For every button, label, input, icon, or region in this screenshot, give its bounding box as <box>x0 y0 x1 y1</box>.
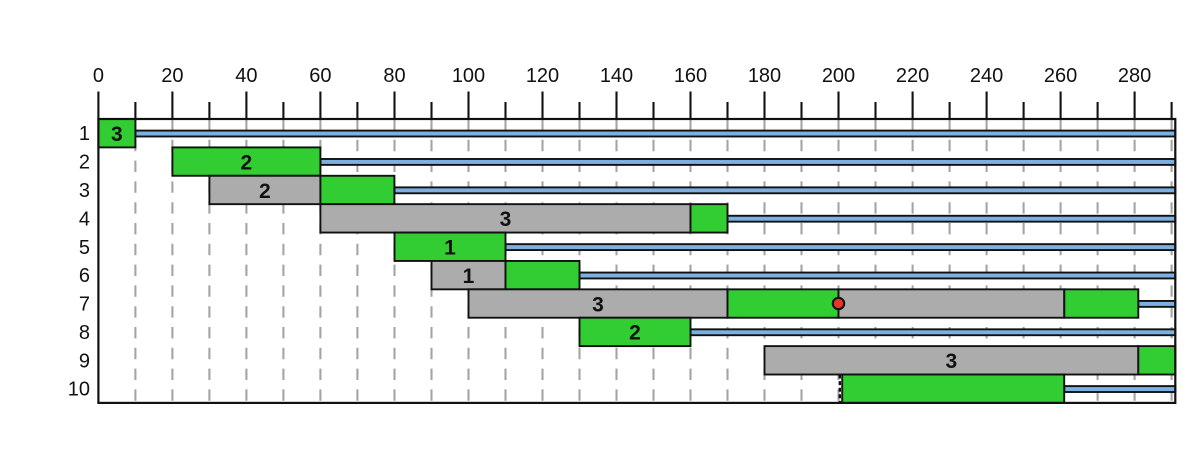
svg-text:280: 280 <box>1118 65 1151 87</box>
svg-text:20: 20 <box>161 65 183 87</box>
svg-text:3: 3 <box>79 180 90 202</box>
svg-text:2: 2 <box>259 180 271 203</box>
svg-text:160: 160 <box>674 65 707 87</box>
svg-text:40: 40 <box>235 65 257 87</box>
svg-text:2: 2 <box>629 322 641 345</box>
svg-text:100: 100 <box>452 65 485 87</box>
svg-text:260: 260 <box>1044 65 1077 87</box>
svg-text:2: 2 <box>241 151 253 174</box>
svg-text:200: 200 <box>822 65 855 87</box>
svg-text:2: 2 <box>79 152 90 174</box>
svg-text:5: 5 <box>79 237 90 259</box>
svg-text:3: 3 <box>111 123 123 146</box>
svg-text:8: 8 <box>79 322 90 344</box>
svg-text:0: 0 <box>93 65 104 87</box>
svg-text:6: 6 <box>79 265 90 287</box>
svg-text:3: 3 <box>500 208 512 231</box>
svg-text:9: 9 <box>79 350 90 372</box>
svg-text:1: 1 <box>463 265 475 288</box>
svg-text:4: 4 <box>79 208 90 230</box>
svg-text:140: 140 <box>600 65 633 87</box>
svg-text:3: 3 <box>946 350 958 373</box>
svg-text:120: 120 <box>526 65 559 87</box>
svg-text:7: 7 <box>79 294 90 316</box>
svg-text:1: 1 <box>444 237 456 260</box>
svg-text:3: 3 <box>592 293 604 316</box>
svg-text:180: 180 <box>748 65 781 87</box>
svg-text:10: 10 <box>68 379 90 401</box>
svg-text:80: 80 <box>383 65 405 87</box>
svg-text:240: 240 <box>970 65 1003 87</box>
svg-text:60: 60 <box>309 65 331 87</box>
svg-text:220: 220 <box>896 65 929 87</box>
svg-text:1: 1 <box>79 123 90 145</box>
